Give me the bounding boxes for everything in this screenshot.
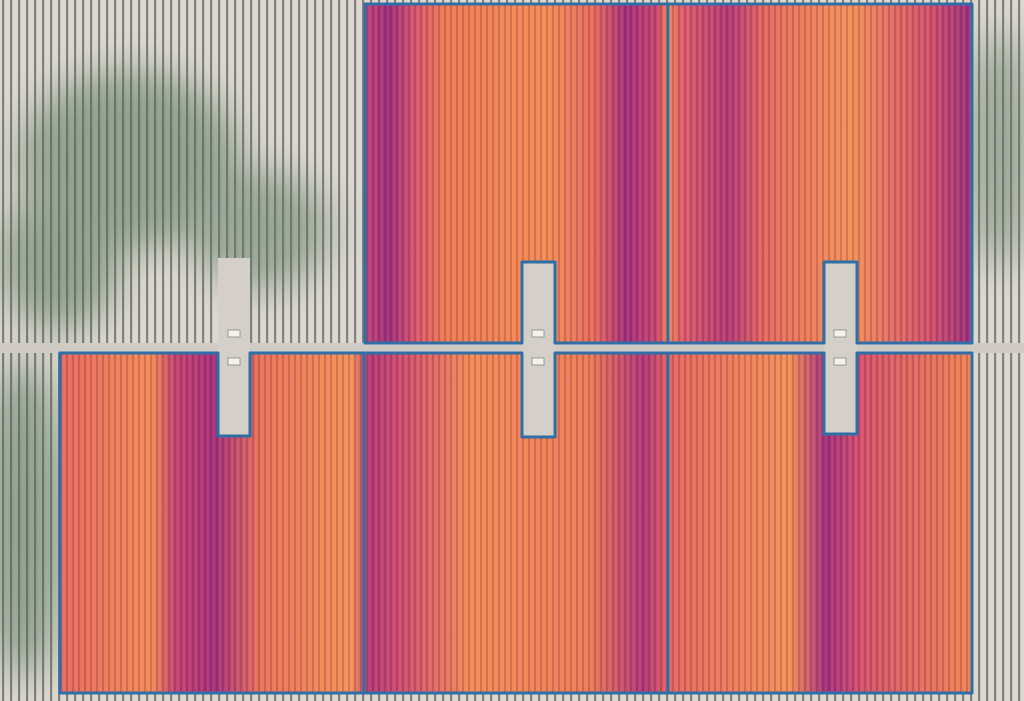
inverter xyxy=(833,329,847,338)
inverter xyxy=(531,329,545,338)
block-outlines xyxy=(58,2,974,695)
outline-bottom xyxy=(58,351,974,695)
pad xyxy=(824,262,857,434)
pad xyxy=(522,262,555,437)
inverter xyxy=(227,329,241,338)
panel-rows xyxy=(60,353,972,693)
inverter xyxy=(833,357,847,366)
pad xyxy=(218,258,250,436)
equipment xyxy=(227,329,847,366)
road xyxy=(0,343,1024,353)
inverter xyxy=(531,357,545,366)
outline-top xyxy=(363,2,974,345)
equipment-pads xyxy=(218,258,857,437)
vegetation xyxy=(0,30,1024,680)
inverter xyxy=(227,357,241,366)
